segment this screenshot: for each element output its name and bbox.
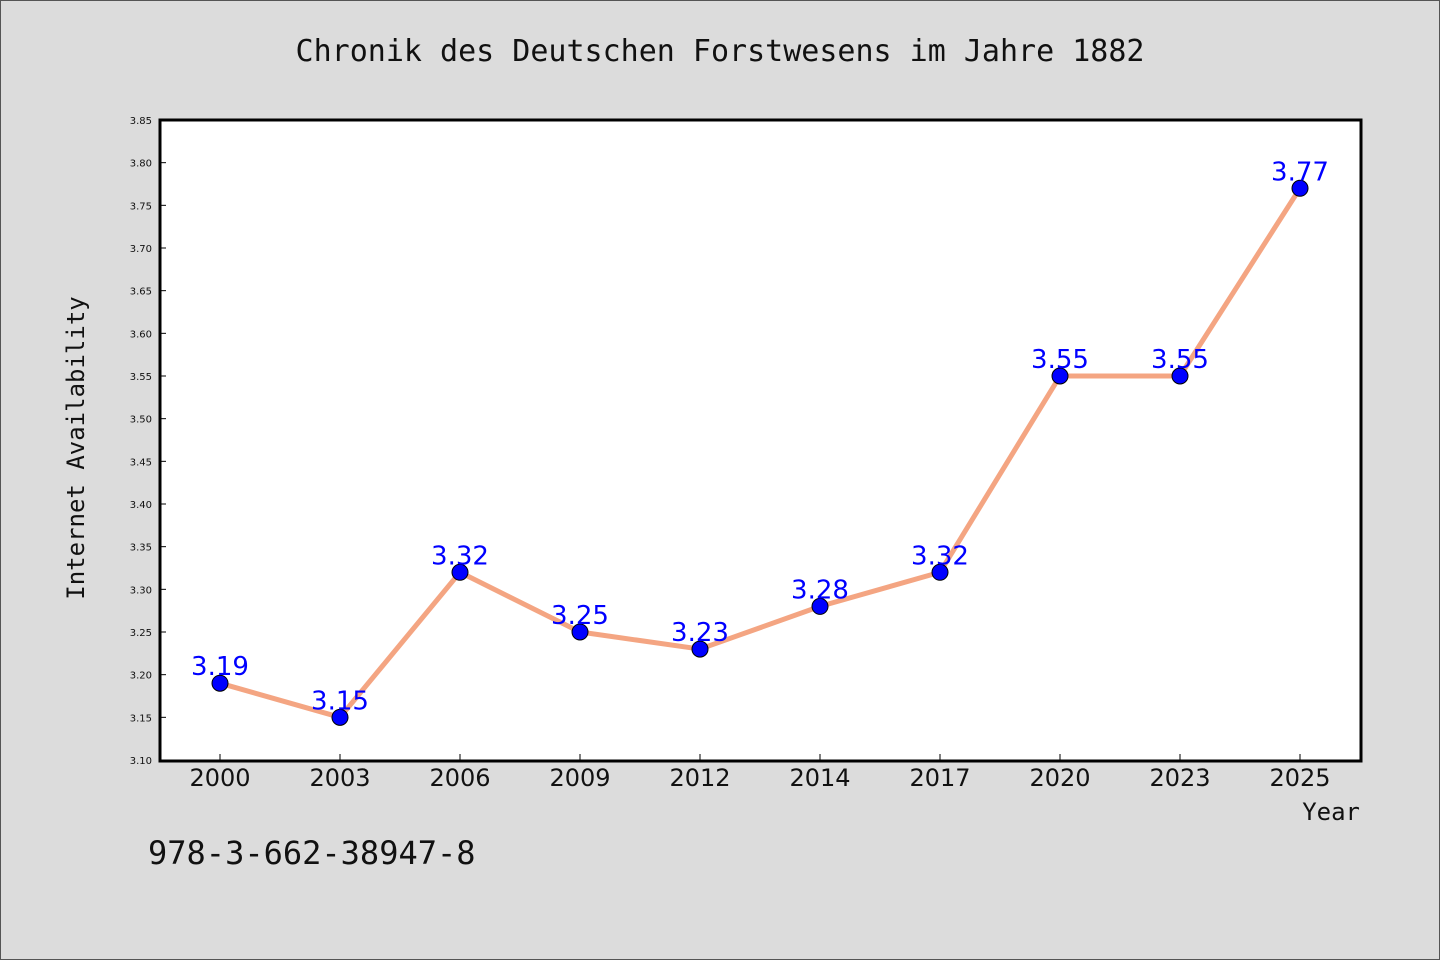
data-point-marker (1171, 367, 1189, 385)
x-tick-label: 2006 (429, 764, 490, 792)
y-tick-label: 3.35 (130, 543, 152, 554)
x-tick-label: 2020 (1029, 764, 1090, 792)
y-tick-label: 3.55 (130, 372, 152, 383)
x-tick-label: 2009 (549, 764, 610, 792)
data-point-marker (1291, 179, 1309, 197)
y-tick-label: 3.15 (130, 713, 152, 724)
x-axis-label: Year (1302, 798, 1360, 826)
x-axis: 2000 2003 2006 2009 2012 2014 2017 2020 2023 2025 (189, 754, 1331, 792)
data-point-marker (931, 563, 949, 581)
data-label: 3.55 (1031, 345, 1089, 375)
y-tick-label: 3.30 (130, 585, 152, 596)
data-label: 3.77 (1271, 157, 1329, 187)
y-tick-label: 3.50 (130, 415, 152, 426)
data-point-marker (331, 708, 349, 726)
x-tick-label: 2012 (669, 764, 730, 792)
y-axis: 3.10 3.15 3.20 3.25 3.30 3.35 3.40 3.45 3.50 3.55… (130, 116, 166, 767)
plot-area (158, 118, 1363, 763)
y-tick-label: 3.40 (130, 500, 152, 511)
y-tick-label: 3.25 (130, 628, 152, 639)
data-labels-group: 3.19 3.15 3.32 3.25 3.23 3.28 3.32 3.55 3.55 3.77 (191, 157, 1329, 716)
data-point-marker (1051, 367, 1069, 385)
data-point-marker (691, 640, 709, 658)
data-point-marker (571, 623, 589, 641)
y-tick-label: 3.60 (130, 329, 152, 340)
y-tick-label: 3.45 (130, 457, 152, 468)
data-label: 3.32 (431, 541, 489, 571)
series-line (219, 186, 1303, 720)
data-label: 3.15 (311, 686, 369, 716)
isbn-text: 978-3-662-38947-8 (148, 834, 476, 872)
y-axis-label: Internet Availability (62, 296, 90, 599)
series-group (211, 179, 1309, 726)
x-tick-label: 2023 (1149, 764, 1210, 792)
data-label: 3.32 (911, 541, 969, 571)
x-tick-label: 2000 (189, 764, 250, 792)
data-label: 3.19 (191, 652, 249, 682)
data-label: 3.55 (1151, 345, 1209, 375)
data-label: 3.23 (671, 618, 729, 648)
data-point-marker (811, 597, 829, 615)
y-tick-label: 3.70 (130, 244, 152, 255)
y-tick-label: 3.80 (130, 159, 152, 170)
y-tick-label: 3.10 (130, 756, 152, 767)
y-tick-label: 3.85 (130, 116, 152, 127)
chart-title: Chronik des Deutschen Forstwesens im Jah… (295, 34, 1145, 69)
x-tick-label: 2003 (309, 764, 370, 792)
y-tick-label: 3.75 (130, 201, 152, 212)
y-tick-label: 3.65 (130, 287, 152, 298)
data-point-marker (211, 674, 229, 692)
data-point-marker (451, 563, 469, 581)
x-tick-label: 2017 (909, 764, 970, 792)
x-tick-label: 2014 (789, 764, 850, 792)
data-label: 3.25 (551, 601, 609, 631)
x-tick-label: 2025 (1269, 764, 1330, 792)
y-tick-label: 3.20 (130, 671, 152, 682)
data-label: 3.28 (791, 575, 849, 605)
